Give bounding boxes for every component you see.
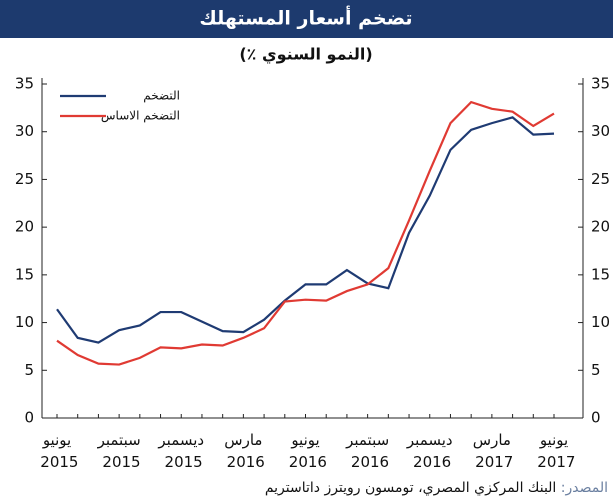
title-bar [0,0,613,38]
x-tick-label: ديسمبر 2015 [157,431,204,471]
series-line [56,116,555,344]
y2-tick-label: 25 [591,170,610,188]
y-tick-label: 20 [15,218,34,236]
x-tick-label: يونيو 2017 [533,431,576,471]
y-tick-label: 5 [24,361,34,379]
y-tick-label: 25 [15,170,34,188]
y2-tick-label: 5 [591,361,601,379]
x-tick-label: مارس 2016 [222,431,265,471]
y2-tick-label: 15 [591,265,610,283]
x-tick-label: سبتمبر 2016 [345,431,389,471]
y2-tick-label: 30 [591,122,610,140]
x-tick-label: ديسمبر 2016 [406,431,453,471]
y2-tick-label: 10 [591,313,610,331]
x-tick-label: مارس 2017 [470,431,513,471]
chart-title: تضخم أسعار المستهلك [199,6,412,30]
legend-label: التضخم الاساس [101,109,180,124]
y2-tick-label: 20 [591,218,610,236]
source-label: المصدر: [561,480,608,496]
y-tick-label: 15 [15,265,34,283]
source-text: البنك المركزي المصري، تومسون رويترز داتا… [265,480,557,496]
y2-tick-label: 0 [591,409,601,427]
y2-tick-label: 35 [591,75,610,93]
x-tick-label: سبتمبر 2015 [97,431,141,471]
x-tick-label: يونيو 2016 [284,431,327,471]
x-tick-label: يونيو 2015 [36,431,79,471]
y-tick-label: 10 [15,313,34,331]
series-line [56,100,555,366]
y-tick-label: 0 [24,409,34,427]
source: المصدر: البنك المركزي المصري، تومسون روي… [265,480,608,496]
y-tick-label: 30 [15,122,34,140]
chart-subtitle: (٪ النمو السنوي) [239,45,372,65]
y-tick-label: 35 [15,75,34,93]
legend-label: التضخم [143,89,180,103]
